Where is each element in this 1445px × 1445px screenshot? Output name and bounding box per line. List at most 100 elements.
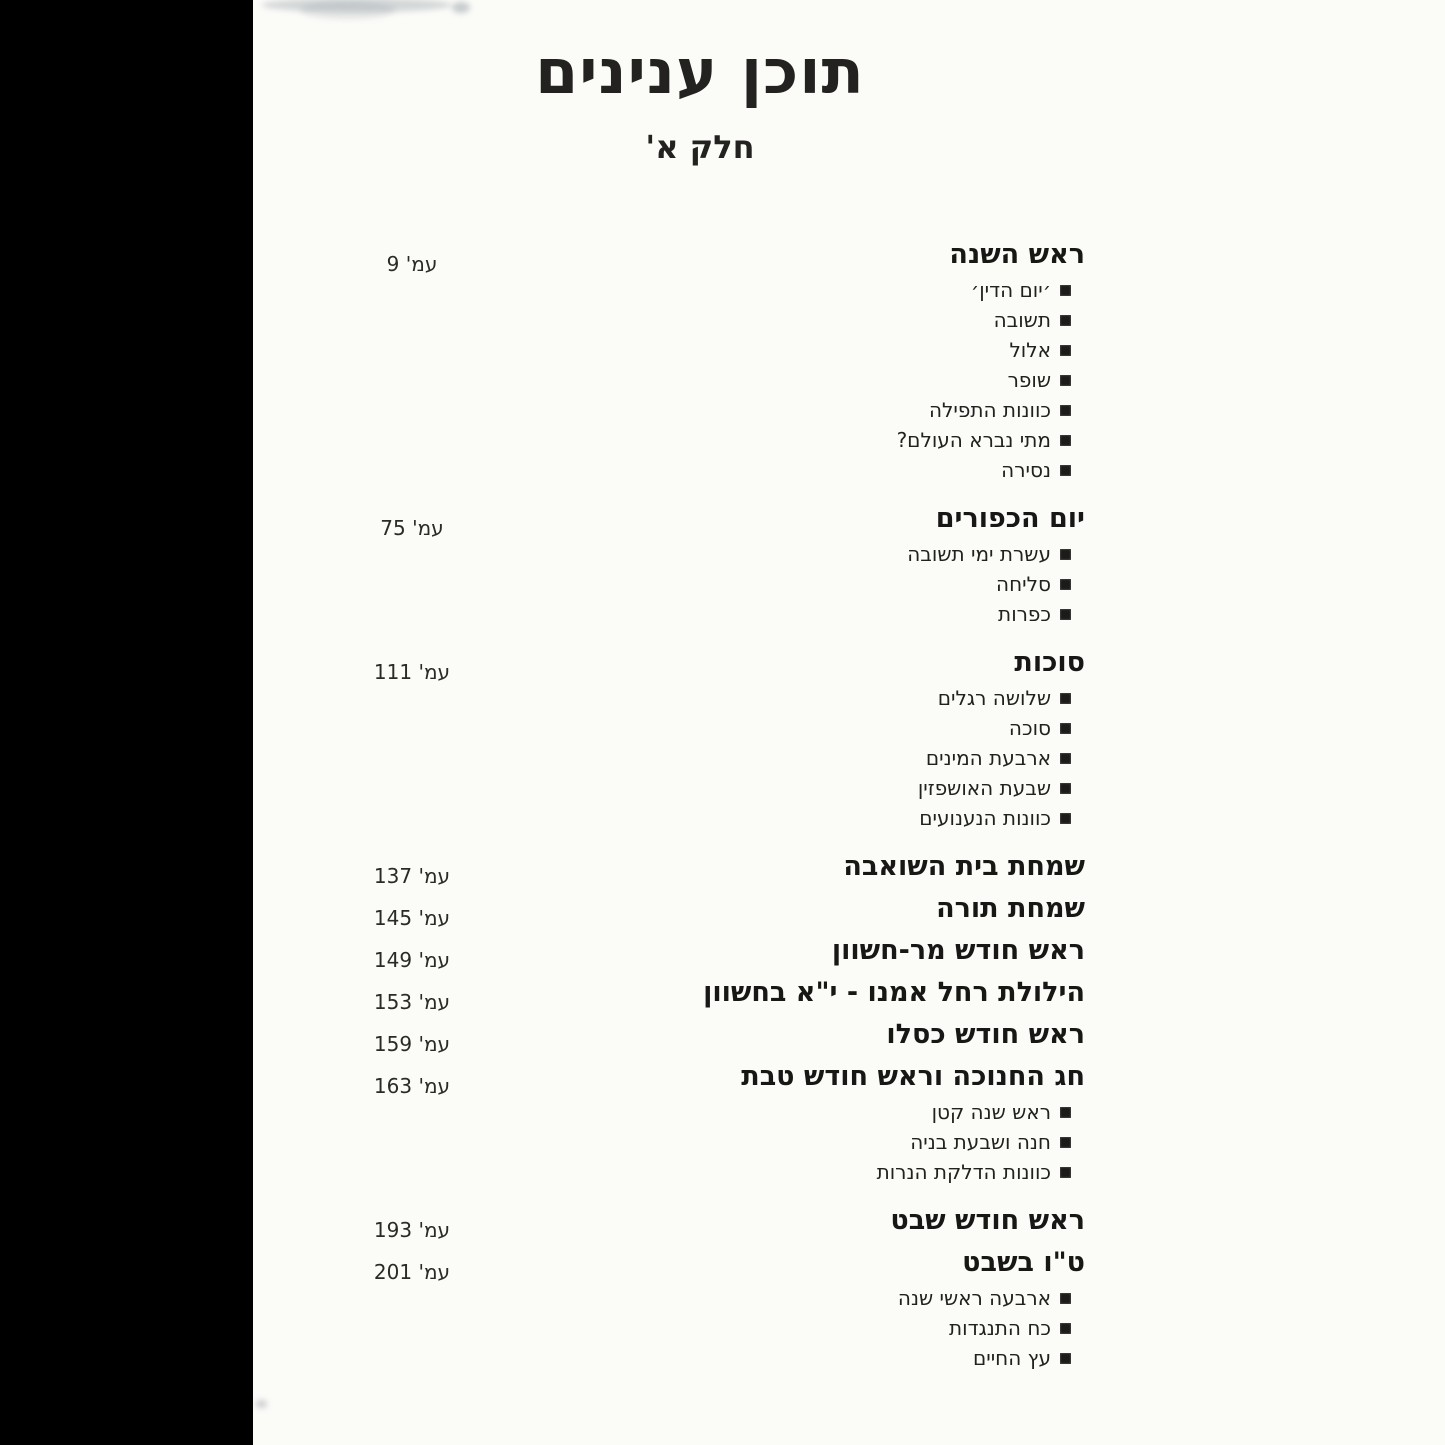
square-bullet-icon	[1060, 374, 1071, 386]
toc-subitem: שלושה רגלים	[357, 683, 1085, 713]
toc-section-row: חג החנוכה וראש חודש טבת עמ' 163	[357, 1055, 1085, 1099]
subitem-label: כוונות הדלקת הנרות	[876, 1160, 1051, 1184]
toc-subitem: תשובה	[357, 305, 1085, 335]
section-page-number: עמ' 193	[373, 1218, 451, 1242]
square-bullet-icon	[1060, 1352, 1071, 1364]
toc-subitem: אלול	[357, 335, 1085, 365]
section-page-number: עמ' 201	[373, 1260, 451, 1284]
toc-subitem: סוכה	[357, 713, 1085, 743]
section-title: ראש חודש כסלו	[886, 1018, 1085, 1050]
section-title: ראש חודש מר-חשוון	[831, 934, 1085, 966]
section-page-number: עמ' 149	[373, 948, 451, 972]
section-title: שמחת תורה	[936, 892, 1085, 924]
square-bullet-icon	[1060, 434, 1071, 446]
square-bullet-icon	[1060, 608, 1071, 620]
toc-section-row: ראש חודש שבט עמ' 193	[357, 1199, 1085, 1243]
toc-section: חג החנוכה וראש חודש טבת עמ' 163 ראש שנה קט…	[357, 1055, 1085, 1187]
scan-smudge	[300, 1, 395, 19]
toc-subitem: כוונות התפילה	[357, 395, 1085, 425]
square-bullet-icon	[1060, 1322, 1071, 1334]
page-header: תוכן ענינים חלק א'	[455, 35, 945, 167]
subitem-label: חנה ושבעת בניה	[910, 1130, 1051, 1154]
page-title: תוכן ענינים	[535, 35, 865, 108]
section-title: ראש חודש שבט	[890, 1204, 1085, 1236]
subitem-label: עץ החיים	[972, 1346, 1051, 1370]
subitem-label: כוונות התפילה	[928, 398, 1051, 422]
scan-smudge	[262, 0, 452, 12]
section-page-number: עמ' 145	[373, 906, 451, 930]
section-title: הילולת רחל אמנו - י"א בחשוון	[703, 976, 1085, 1008]
toc-section-row: סוכות עמ' 111	[357, 641, 1085, 685]
square-bullet-icon	[1060, 284, 1071, 296]
subitem-label: אלול	[1009, 338, 1051, 362]
toc-section: ראש השנה עמ' 9 ׳יום הדין׳ תשובה אלול שופר כוונ…	[357, 233, 1085, 485]
toc-subitem: עשרת ימי תשובה	[357, 539, 1085, 569]
square-bullet-icon	[1060, 1136, 1071, 1148]
toc-section-row: ראש חודש כסלו עמ' 159	[357, 1013, 1085, 1057]
square-bullet-icon	[1060, 464, 1071, 476]
subitem-label: ׳יום הדין׳	[970, 278, 1051, 302]
square-bullet-icon	[1060, 548, 1071, 560]
section-page-number: עמ' 159	[373, 1032, 451, 1056]
subitem-label: עשרת ימי תשובה	[907, 542, 1051, 566]
toc-subitem: ארבעת המינים	[357, 743, 1085, 773]
toc-subitem: שבעת האושפזין	[357, 773, 1085, 803]
toc-subitem: כח התנגדות	[357, 1313, 1085, 1343]
toc-subitem: כפרות	[357, 599, 1085, 629]
toc-section: ראש חודש כסלו עמ' 159	[357, 1013, 1085, 1057]
toc-section: ט"ו בשבט עמ' 201 ארבעה ראשי שנה כח התנגדות ע…	[357, 1241, 1085, 1373]
square-bullet-icon	[1060, 782, 1071, 794]
toc-section-row: שמחת בית השואבה עמ' 137	[357, 845, 1085, 889]
square-bullet-icon	[1060, 692, 1071, 704]
section-page-number: עמ' 137	[373, 864, 451, 888]
toc-section: שמחת תורה עמ' 145	[357, 887, 1085, 931]
section-page-number: עמ' 153	[373, 990, 451, 1014]
scan-smudge	[256, 1400, 267, 1408]
square-bullet-icon	[1060, 722, 1071, 734]
square-bullet-icon	[1060, 578, 1071, 590]
toc-section-row: ראש חודש מר-חשוון עמ' 149	[357, 929, 1085, 973]
scan-smudge	[452, 2, 470, 13]
toc-section-row: יום הכפורים עמ' 75	[357, 497, 1085, 541]
toc-subitem: כוונות הנענועים	[357, 803, 1085, 833]
subitem-label: ארבעת המינים	[925, 746, 1051, 770]
subitem-label: שבעת האושפזין	[917, 776, 1051, 800]
subitem-label: נסירה	[1001, 458, 1051, 482]
subitem-label: סוכה	[1008, 716, 1051, 740]
subitem-label: ארבעה ראשי שנה	[897, 1286, 1051, 1310]
section-title: ראש השנה	[949, 238, 1085, 270]
subitem-label: שלושה רגלים	[937, 686, 1051, 710]
section-page-number: עמ' 75	[380, 516, 444, 540]
section-title: שמחת בית השואבה	[843, 850, 1085, 882]
toc-section: שמחת בית השואבה עמ' 137	[357, 845, 1085, 889]
subitem-label: סליחה	[996, 572, 1051, 596]
toc-section-row: ט"ו בשבט עמ' 201	[357, 1241, 1085, 1285]
toc-section: יום הכפורים עמ' 75 עשרת ימי תשובה סליחה כפרו…	[357, 497, 1085, 629]
subitem-label: מתי נברא העולם?	[896, 428, 1051, 452]
toc-section-row: הילולת רחל אמנו - י"א בחשוון עמ' 153	[357, 971, 1085, 1015]
toc-subitem: שופר	[357, 365, 1085, 395]
toc-section: סוכות עמ' 111 שלושה רגלים סוכה ארבעת המינים ש…	[357, 641, 1085, 833]
square-bullet-icon	[1060, 1106, 1071, 1118]
subitem-label: תשובה	[993, 308, 1051, 332]
square-bullet-icon	[1060, 752, 1071, 764]
toc-subitem: נסירה	[357, 455, 1085, 485]
square-bullet-icon	[1060, 812, 1071, 824]
section-page-number: עמ' 9	[386, 252, 438, 276]
subitem-label: כח התנגדות	[949, 1316, 1051, 1340]
square-bullet-icon	[1060, 344, 1071, 356]
toc-subitem: כוונות הדלקת הנרות	[357, 1157, 1085, 1187]
section-page-number: עמ' 163	[373, 1074, 451, 1098]
page-subtitle: חלק א'	[645, 128, 755, 167]
subitem-label: כפרות	[998, 602, 1051, 626]
toc-subitem: עץ החיים	[357, 1343, 1085, 1373]
toc-subitem: מתי נברא העולם?	[357, 425, 1085, 455]
toc-subitem: ארבעה ראשי שנה	[357, 1283, 1085, 1313]
toc-subitem: ראש שנה קטן	[357, 1097, 1085, 1127]
subitem-label: כוונות הנענועים	[919, 806, 1051, 830]
section-title: חג החנוכה וראש חודש טבת	[741, 1060, 1085, 1092]
toc-subitem: ׳יום הדין׳	[357, 275, 1085, 305]
section-title: ט"ו בשבט	[962, 1246, 1085, 1278]
subitem-label: ראש שנה קטן	[931, 1100, 1051, 1124]
